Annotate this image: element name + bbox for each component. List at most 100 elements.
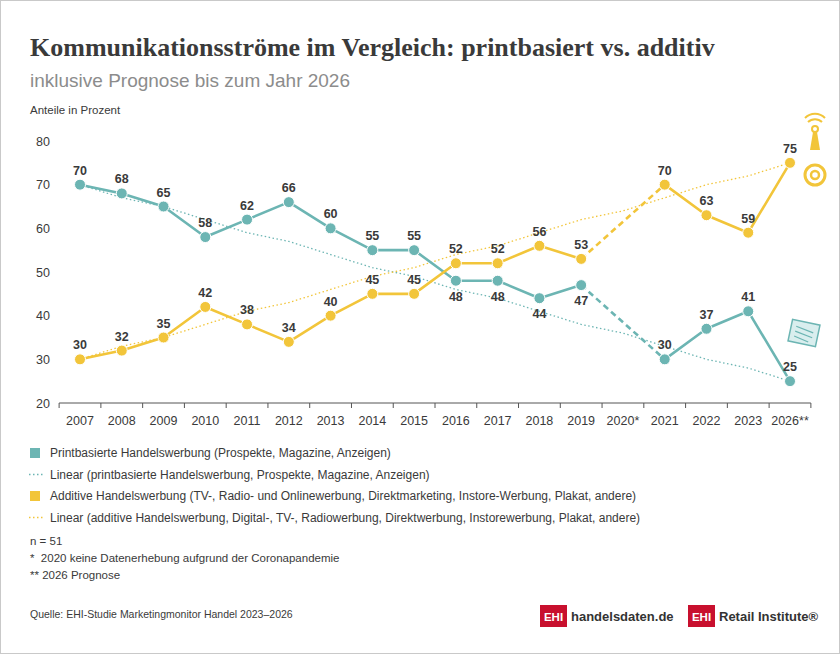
x-tick-label: 2021	[651, 414, 679, 428]
legend: Printbasierte Handelswerbung (Prospekte,…	[29, 446, 640, 525]
data-label: 63	[700, 194, 714, 208]
point	[367, 245, 378, 256]
data-label: 75	[783, 142, 797, 156]
point	[743, 306, 754, 317]
point	[75, 179, 86, 190]
icon-magazine	[794, 326, 814, 342]
x-tick-label: 2011	[234, 414, 261, 428]
point	[450, 275, 461, 286]
data-label: 55	[407, 229, 421, 243]
point	[701, 210, 712, 221]
y-tick-label: 50	[36, 266, 50, 280]
point	[116, 345, 127, 356]
x-tick	[518, 403, 519, 408]
point	[325, 223, 336, 234]
point	[283, 336, 294, 347]
icon-at	[811, 171, 819, 179]
data-label: 47	[574, 294, 588, 308]
x-tick	[435, 403, 436, 408]
icon-at	[805, 165, 825, 185]
x-tick	[393, 403, 394, 408]
data-label: 42	[198, 286, 212, 300]
data-label: 53	[574, 238, 588, 252]
data-label: 60	[324, 207, 338, 221]
x-tick	[769, 403, 770, 408]
y-tick-label: 30	[36, 353, 50, 367]
x-tick-label: 2016	[442, 414, 470, 428]
gap-bridge	[581, 185, 665, 259]
point	[576, 280, 587, 291]
x-tick-label: 2020*	[607, 414, 640, 428]
frame	[1, 1, 840, 654]
y-tick-label: 20	[36, 397, 50, 411]
note: ** 2026 Prognose	[30, 569, 120, 581]
data-label: 59	[741, 212, 755, 226]
data-label: 68	[115, 172, 129, 186]
chart: Kommunikationsströme im Vergleich: print…	[0, 0, 840, 654]
icon-antenna	[812, 126, 818, 132]
icon-magazine	[788, 319, 820, 346]
point	[409, 288, 420, 299]
x-tick-label: 2013	[317, 414, 345, 428]
x-tick	[267, 403, 268, 408]
point	[75, 354, 86, 365]
point	[659, 179, 670, 190]
data-label: 30	[73, 338, 87, 352]
note: * 2020 keine Datenerhebung aufgrund der …	[30, 552, 339, 564]
y-tick-label: 80	[36, 135, 50, 149]
y-axis-label: Anteile in Prozent	[30, 104, 121, 116]
logo-badge-text: EHI	[544, 611, 563, 623]
legend-label: Additive Handelswerbung (TV-, Radio- und…	[50, 489, 636, 503]
data-label: 58	[198, 216, 212, 230]
y-tick-label: 60	[36, 222, 50, 236]
x-tick	[476, 403, 477, 408]
x-tick-label: 2023	[734, 414, 762, 428]
gap-bridge	[581, 285, 665, 359]
data-label: 48	[491, 290, 505, 304]
x-tick-label: 2008	[108, 414, 136, 428]
point	[367, 288, 378, 299]
legend-label: Linear (printbasierte Handelswerbung, Pr…	[50, 468, 430, 482]
data-label: 38	[240, 303, 254, 317]
logo-badge-text: EHI	[692, 611, 711, 623]
logo-badge	[540, 605, 567, 627]
x-tick	[184, 403, 185, 408]
icon-antenna	[810, 132, 820, 150]
x-tick-label: 2022	[693, 414, 721, 428]
data-label: 45	[407, 273, 421, 287]
data-label: 40	[324, 295, 338, 309]
series-line	[80, 246, 581, 360]
x-tick	[142, 403, 143, 408]
x-tick-label: 2009	[150, 414, 178, 428]
point	[325, 310, 336, 321]
x-tick-label: 2018	[526, 414, 554, 428]
data-label: 55	[365, 229, 379, 243]
data-label: 52	[491, 242, 505, 256]
point	[785, 376, 796, 387]
data-label: 62	[240, 199, 254, 213]
series-line	[665, 311, 790, 381]
series-line	[80, 185, 581, 299]
point	[576, 253, 587, 264]
point	[158, 332, 169, 343]
point	[283, 197, 294, 208]
logo-text: handelsdaten.de	[571, 609, 674, 624]
note: n = 51	[30, 535, 62, 547]
data-label: 65	[157, 186, 171, 200]
data-label: 41	[741, 290, 755, 304]
y-tick-label: 40	[36, 309, 50, 323]
point	[116, 188, 127, 199]
legend-swatch	[29, 517, 43, 518]
plot-area	[75, 157, 796, 386]
icons	[788, 114, 825, 347]
data-label: 70	[658, 164, 672, 178]
icon-antenna	[805, 114, 825, 122]
x-tick	[100, 403, 101, 408]
legend-swatch	[30, 448, 40, 458]
point	[450, 258, 461, 269]
title: Kommunikationsströme im Vergleich: print…	[30, 33, 715, 62]
point	[743, 227, 754, 238]
x-tick	[351, 403, 352, 408]
x-tick	[560, 403, 561, 408]
point	[242, 214, 253, 225]
